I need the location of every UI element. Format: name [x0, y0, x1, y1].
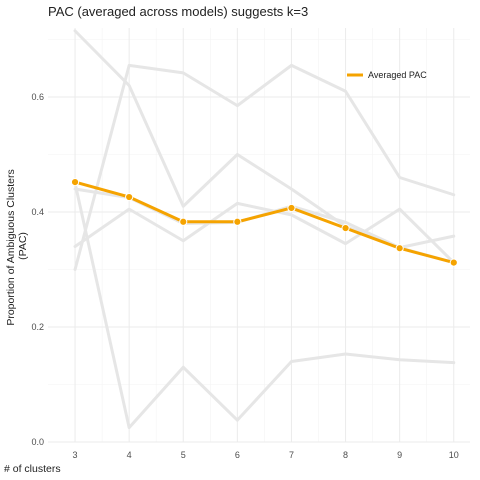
grid-lines: [48, 28, 470, 443]
x-tick-label: 9: [397, 450, 402, 460]
y-axis-title: Proportion of Ambiguous Clusters (PAC): [5, 166, 29, 325]
averaged-pac-point-k5: [179, 217, 188, 226]
x-tick-label: 7: [289, 450, 294, 460]
y-tick-label: 0.6: [31, 92, 44, 102]
x-tick-label: 4: [127, 450, 132, 460]
legend: Averaged PAC: [347, 70, 427, 80]
averaged-pac-point-k3: [70, 178, 80, 187]
background-series-line-2: [73, 63, 456, 271]
chart-title: PAC (averaged across models) suggests k=…: [48, 4, 308, 19]
averaged-pac-line: [74, 180, 455, 265]
averaged-pac-point-k7: [287, 203, 296, 213]
y-tick-label: 0.4: [31, 207, 44, 217]
averaged-pac-point-k9: [395, 244, 404, 253]
y-tick-label: 0.2: [31, 322, 44, 332]
x-tick-label: 6: [235, 450, 240, 460]
x-tick-label: 8: [343, 450, 348, 460]
background-series-line-4: [73, 181, 456, 430]
averaged-pac-point-k10: [449, 258, 458, 267]
averaged-pac-point-k4: [125, 192, 134, 202]
legend-label-averaged-pac: Averaged PAC: [368, 70, 427, 80]
averaged-pac-point-k6: [233, 217, 242, 226]
x-axis-ticks: 3 4 5 6 7 8 9 10: [73, 450, 459, 460]
x-tick-label: 5: [181, 450, 186, 460]
averaged-pac-series-group: [70, 178, 458, 267]
y-axis-title-line-1: Proportion of Ambiguous Clusters: [5, 169, 17, 325]
x-axis-title: # of clusters: [4, 463, 61, 475]
y-axis-title-line-2: (PAC): [17, 232, 29, 260]
x-tick-label: 10: [449, 450, 459, 460]
y-axis-ticks: 0.0 0.2 0.4 0.6: [31, 92, 44, 447]
averaged-pac-point-k8: [341, 224, 350, 233]
y-tick-label: 0.0: [31, 437, 44, 447]
background-series-line-3: [73, 201, 456, 265]
x-tick-label: 3: [73, 450, 78, 460]
